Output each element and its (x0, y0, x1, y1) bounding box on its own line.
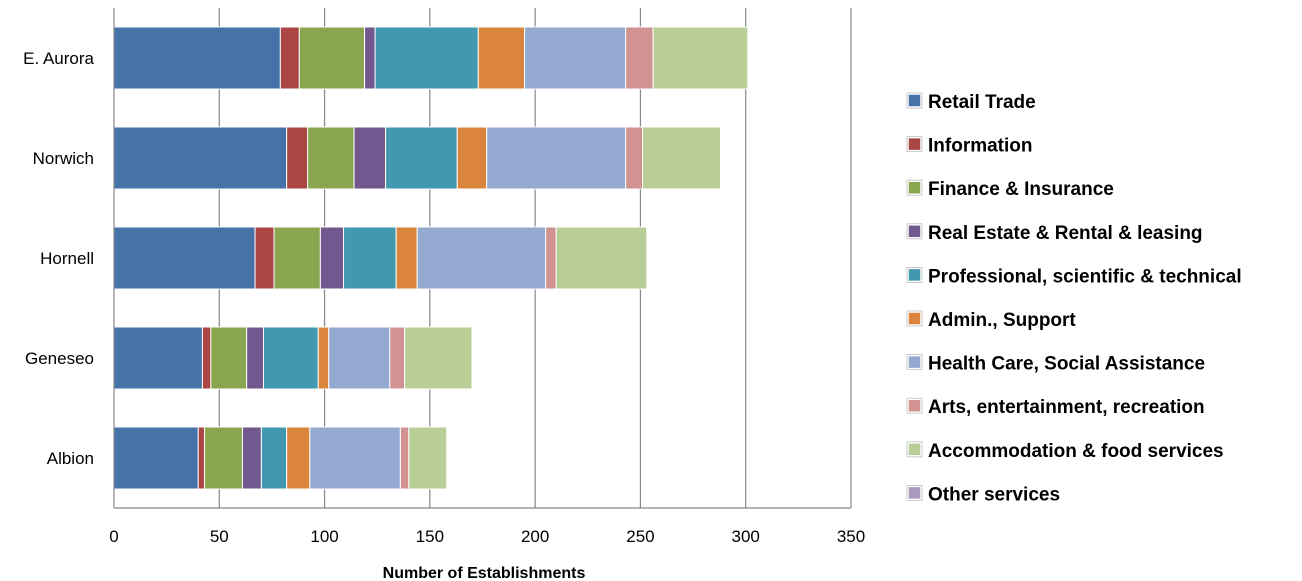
x-tick-label: 150 (416, 527, 444, 546)
legend-label: Professional, scientific & technical (928, 266, 1242, 287)
bar-segment (307, 126, 355, 190)
legend-label: Information (928, 136, 1033, 157)
legend-label: Accommodation & food services (928, 441, 1224, 462)
legend-swatch (907, 442, 922, 457)
bar-segment (309, 426, 401, 490)
bar-segment (642, 126, 721, 190)
bar-segment (113, 426, 199, 490)
legend-swatch (907, 485, 922, 501)
bar-segment (385, 126, 458, 190)
legend-swatch (907, 180, 922, 195)
category-label: Geneseo (25, 349, 94, 368)
bar-segment (555, 226, 648, 290)
x-tick-label: 100 (310, 527, 338, 546)
category-label: E. Aurora (23, 49, 94, 68)
bar-segment (210, 326, 248, 390)
bar-segment (263, 326, 319, 390)
legend-label: Retail Trade (928, 92, 1036, 113)
bar-segment (286, 126, 309, 190)
legend-swatch-border (906, 179, 923, 196)
legend-swatch (907, 311, 922, 326)
bars (113, 26, 749, 490)
legend-swatch-border (906, 484, 923, 501)
legend-label: Admin., Support (928, 310, 1076, 331)
bar-segment (364, 26, 376, 90)
bar-segment (273, 226, 321, 290)
bar-segment (389, 326, 406, 390)
bar-segment (254, 226, 275, 290)
bar-segment (404, 326, 473, 390)
bar-segment (317, 326, 330, 390)
legend-label: Finance & Insurance (928, 179, 1114, 200)
bar-segment (395, 226, 418, 290)
legend-swatch-border (906, 266, 923, 283)
bar-segment (416, 226, 547, 290)
x-tick-label: 250 (626, 527, 654, 546)
legend-swatch-border (906, 92, 923, 109)
bar-segment (197, 426, 206, 490)
legend-swatch-border (906, 397, 923, 414)
bar-segment (486, 126, 627, 190)
bar-segment (399, 426, 410, 490)
bar-segment (113, 226, 256, 290)
legend-swatch (907, 93, 922, 108)
bar-segment (374, 26, 479, 90)
bar-segment (652, 26, 749, 90)
legend-label: Real Estate & Rental & leasing (928, 223, 1203, 244)
bar-segment (524, 26, 627, 90)
x-tick-labels: 0 50 100 150 200 250 300 350 (109, 527, 865, 546)
x-tick-label: 300 (732, 527, 760, 546)
legend-swatch-border (906, 136, 923, 153)
bar-segment (328, 326, 391, 390)
legend-label: Arts, entertainment, recreation (928, 397, 1205, 418)
legend-swatch-border (906, 223, 923, 240)
legend-swatch (907, 224, 922, 239)
bar-segment (408, 426, 448, 490)
bar-segment (477, 26, 526, 90)
bar-segment (298, 26, 366, 90)
bar-segment (343, 226, 397, 290)
bar-segment (625, 126, 644, 190)
bar-segment (241, 426, 262, 490)
bar-segment (319, 226, 345, 290)
bar-segment (204, 426, 243, 490)
bar-segment (113, 26, 281, 90)
x-axis-title: Number of Establishments (383, 565, 586, 581)
bar-segment (113, 126, 288, 190)
bar-segment (201, 326, 212, 390)
bar-segment (246, 326, 265, 390)
bar-segment (353, 126, 387, 190)
legend-swatch-border (906, 310, 923, 327)
category-label: Norwich (33, 149, 94, 168)
legend-swatch-border (906, 441, 923, 458)
x-tick-label: 0 (109, 527, 118, 546)
legend-label: Health Care, Social Assistance (928, 354, 1205, 375)
x-tick-label: 350 (837, 527, 865, 546)
bar-segment (286, 426, 311, 490)
category-label: Albion (47, 449, 94, 468)
legend-swatch (907, 354, 922, 370)
x-tick-label: 50 (210, 527, 229, 546)
category-labels: Albion Geneseo Hornell Norwich E. Aurora (23, 49, 94, 468)
legend-label: Other services (928, 484, 1060, 505)
bar-segment (625, 26, 654, 90)
bar-segment (545, 226, 557, 290)
legend-swatch (907, 267, 922, 283)
bar-segment (279, 26, 300, 90)
category-label: Hornell (40, 249, 94, 268)
bar-segment (260, 426, 288, 490)
bar-segment (113, 326, 203, 390)
bar-segment (456, 126, 488, 190)
legend: Retail Trade Information Finance & Insuran… (906, 92, 1242, 505)
legend-swatch (907, 136, 922, 152)
x-tick-label: 200 (521, 527, 549, 546)
legend-swatch (907, 398, 922, 413)
legend-swatch-border (906, 354, 923, 371)
